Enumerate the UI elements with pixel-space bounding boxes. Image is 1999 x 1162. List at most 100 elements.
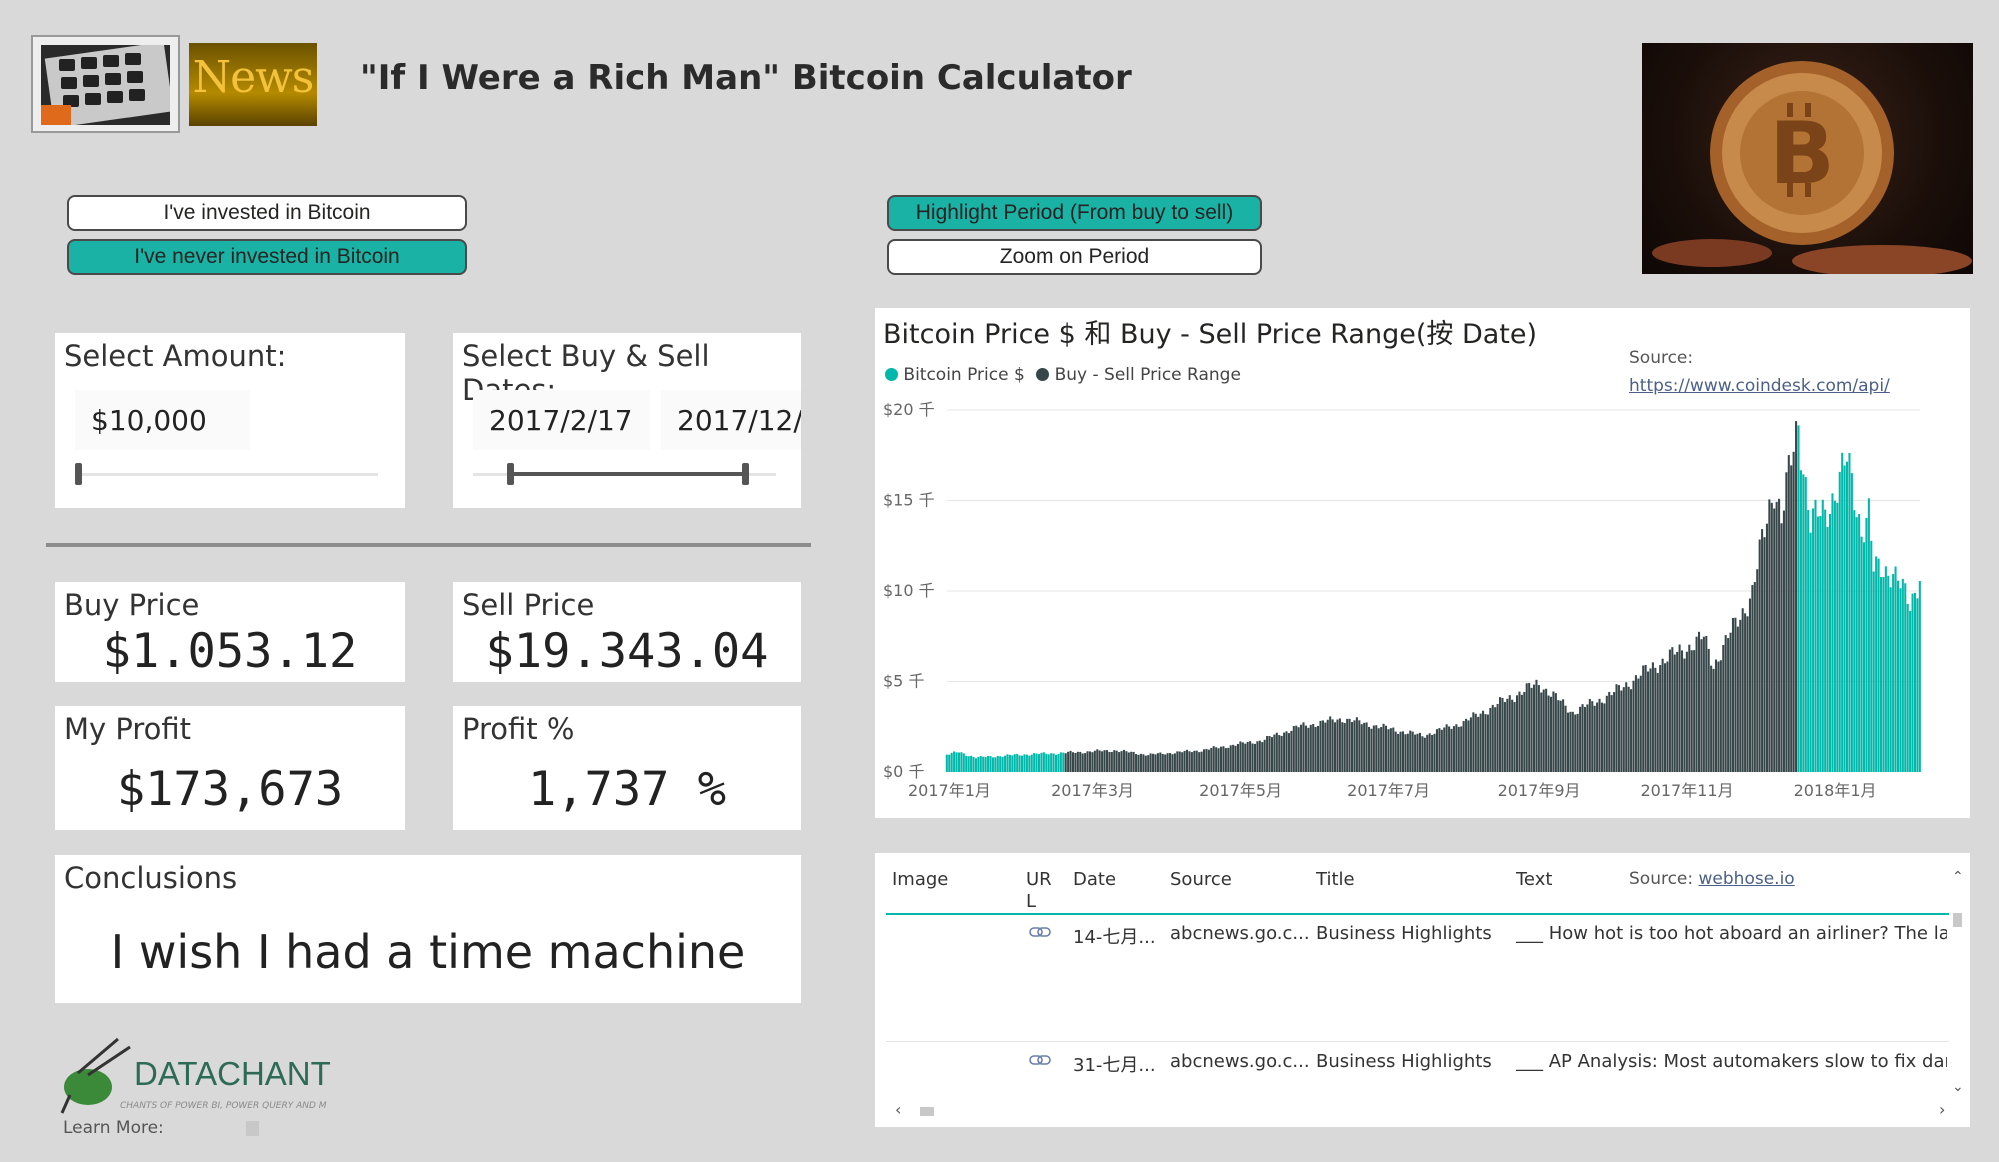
date-slider-start-handle[interactable] [507,463,514,485]
amount-input[interactable]: $10,000 [75,390,250,450]
price-bar [1465,718,1468,772]
scroll-right-icon[interactable]: › [1939,1100,1946,1119]
price-bar [1418,732,1422,772]
link-icon[interactable] [1029,1053,1051,1067]
date-slicer: Select Buy & Sell Dates: 2017/2/17 2017/… [453,333,801,508]
price-bar [1195,750,1198,772]
price-bar [1901,578,1904,772]
zoom-period-button[interactable]: Zoom on Period [887,239,1262,275]
price-bar [1212,746,1215,772]
vertical-scrollbar[interactable]: ⌃ ⌄ [1950,863,1964,1101]
table-source: Source: webhose.io [1629,869,1795,889]
price-bar [970,755,973,772]
price-bar [1363,722,1366,772]
price-bar [1782,510,1785,772]
price-bar [1520,694,1523,772]
sell-date-input[interactable]: 2017/12/ [661,390,801,450]
x-tick-label: 2017年11月 [1641,781,1734,800]
price-bar [1668,649,1671,772]
price-bar [1717,661,1720,772]
price-bar [1290,730,1293,772]
price-bar [1795,421,1798,772]
price-bar [1474,713,1477,772]
buy-price-card: Buy Price $1.053.12 [55,582,405,682]
news-table: Image UR L Date Source Title Text Source… [875,853,1970,1127]
col-header-source[interactable]: Source [1170,869,1232,890]
price-bar [1690,650,1693,772]
price-bar [1428,733,1431,772]
price-bar [1909,610,1912,772]
scroll-thumb-horizontal[interactable] [920,1107,934,1116]
amount-slider-handle[interactable] [75,463,82,485]
price-bar [1887,575,1890,772]
buy-date-input[interactable]: 2017/2/17 [473,390,650,450]
price-bar [1258,740,1261,772]
price-bar [1515,695,1519,772]
price-bar [1836,502,1839,772]
highlight-period-button[interactable]: Highlight Period (From buy to sell) [887,195,1262,231]
never-invested-button[interactable]: I've never invested in Bitcoin [67,239,467,275]
chart-source-link[interactable]: https://www.coindesk.com/api/ [1629,376,1890,396]
price-bar [1021,755,1024,772]
price-bar [1899,588,1902,772]
price-bar [1780,523,1783,772]
col-header-url[interactable]: UR L [1026,869,1052,912]
price-bar [1506,698,1509,772]
price-bar [1319,720,1322,772]
link-icon[interactable] [1029,925,1051,939]
col-header-title[interactable]: Title [1316,869,1355,890]
amount-slider-track[interactable] [75,473,378,476]
sell-price-card: Sell Price $19.343.04 [453,582,801,682]
price-bar [1292,726,1295,772]
price-bar [1469,717,1472,772]
invested-button[interactable]: I've invested in Bitcoin [67,195,467,231]
price-bar [1173,753,1176,772]
price-bar [1120,751,1123,772]
price-bar [1025,754,1028,772]
price-bar [1702,636,1705,772]
price-bar [1384,725,1388,772]
price-bar [1491,704,1494,772]
scroll-thumb[interactable] [1953,913,1962,927]
price-bar [1377,728,1380,772]
col-header-date[interactable]: Date [1073,869,1117,890]
price-bar [1678,644,1681,772]
scroll-down-icon[interactable]: ⌄ [1952,1079,1964,1095]
price-bar [1113,750,1116,772]
date-slider-range [510,472,748,476]
price-bar [1523,691,1526,772]
price-bar [953,751,956,772]
price-bar [1440,729,1443,772]
price-bar [1472,712,1475,772]
price-bar [1375,725,1378,772]
price-bar [1018,755,1021,772]
col-header-text[interactable]: Text [1516,869,1553,890]
price-bar [982,756,985,772]
scroll-up-icon[interactable]: ⌃ [1952,869,1964,885]
datachant-logo[interactable]: DATACHANT CHANTS OF POWER BI, POWER QUER… [58,1035,358,1115]
price-bar [1734,617,1737,772]
scroll-left-icon[interactable]: ‹ [895,1100,902,1119]
price-bar [1261,742,1264,772]
date-slider-end-handle[interactable] [742,463,749,485]
price-bar [1724,635,1727,772]
price-bar [1215,747,1218,772]
price-bar [1273,734,1276,772]
price-bar [1421,736,1424,772]
price-bar [1200,751,1203,772]
price-bar [1154,754,1157,772]
horizontal-scrollbar[interactable]: ‹ › [895,1100,1950,1119]
price-bar [1787,455,1790,772]
price-bar [1149,753,1152,772]
learn-more-link-icon[interactable] [246,1121,259,1136]
table-source-link[interactable]: webhose.io [1698,869,1795,889]
price-bar [1858,514,1861,772]
price-bar [1904,583,1907,772]
price-bar [1389,728,1392,772]
price-bar [1096,749,1099,772]
price-bar [1028,755,1031,772]
price-bar [1756,569,1759,772]
price-bar [965,755,968,772]
col-header-image[interactable]: Image [892,869,949,890]
price-bar [1307,727,1310,772]
